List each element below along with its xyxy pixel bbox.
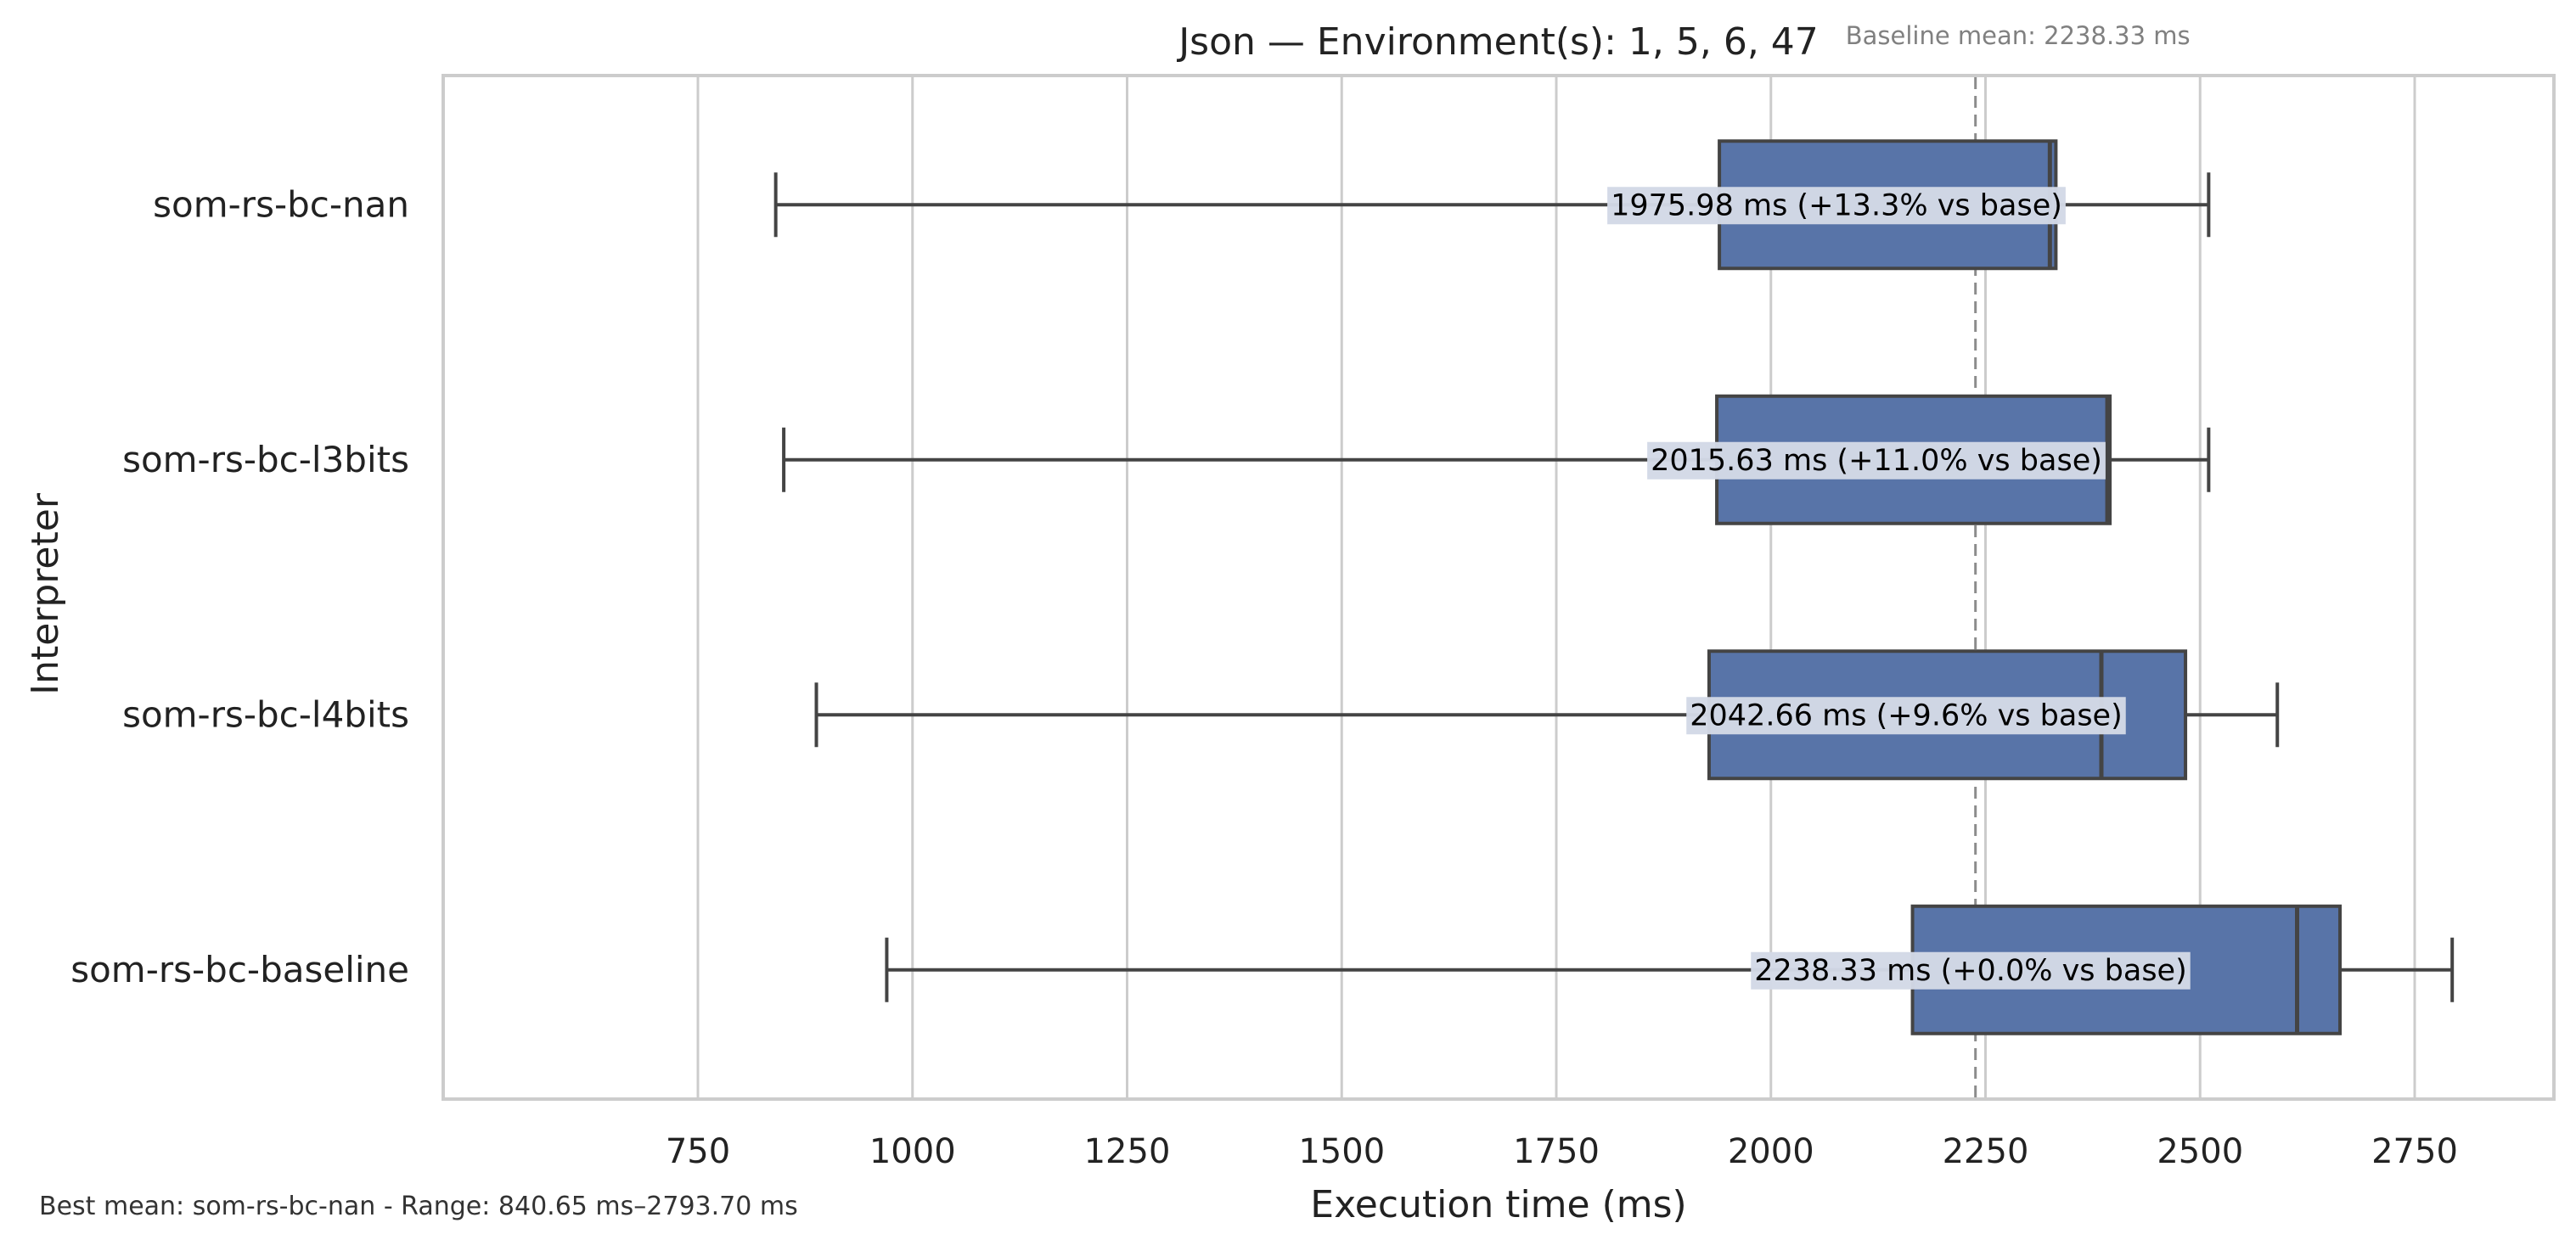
- mean-label: 2238.33 ms (+0.0% vs base): [1751, 951, 2191, 990]
- x-tick-label: 2250: [1943, 1132, 2029, 1171]
- x-tick-label: 750: [666, 1132, 730, 1171]
- x-axis-label: Execution time (ms): [1310, 1183, 1686, 1226]
- y-tick-labels: som-rs-bc-nan som-rs-bc-l3bits som-rs-bc-l…: [70, 183, 409, 990]
- footnote: Best mean: som-rs-bc-nan - Range: 840.65…: [39, 1192, 798, 1221]
- baseline-mean-label: Baseline mean: 2238.33 ms: [1846, 21, 2191, 50]
- x-tick-label: 1750: [1513, 1132, 1600, 1171]
- y-tick-label: som-rs-bc-l4bits: [122, 693, 409, 735]
- y-axis-label: Interpreter: [24, 492, 67, 695]
- mean-label-text: 2238.33 ms (+0.0% vs base): [1754, 954, 2187, 988]
- y-tick-label: som-rs-bc-baseline: [70, 949, 409, 990]
- x-tick-label: 2000: [1728, 1132, 1814, 1171]
- x-tick-label: 1000: [869, 1132, 956, 1171]
- mean-label-background: [1751, 951, 2191, 990]
- x-tick-labels: 750 1000 1250 1500 1750 2000 2250 2500 2750: [666, 1132, 2458, 1171]
- mean-label: 1975.98 ms (+13.3% vs base): [1607, 187, 2066, 225]
- y-tick-label: som-rs-bc-nan: [153, 183, 409, 225]
- mean-label: 2015.63 ms (+11.0% vs base): [1647, 441, 2106, 480]
- mean-label-background: [1686, 697, 2126, 735]
- mean-label-background: [1647, 441, 2106, 480]
- x-tick-label: 1250: [1084, 1132, 1171, 1171]
- x-tick-label: 2500: [2157, 1132, 2243, 1171]
- mean-label-text: 1975.98 ms (+13.3% vs base): [1611, 188, 2062, 222]
- mean-label-text: 2015.63 ms (+11.0% vs base): [1651, 444, 2102, 478]
- plot-area: [442, 74, 2556, 1101]
- mean-label-text: 2042.66 ms (+9.6% vs base): [1690, 698, 2123, 732]
- x-tick-label: 1500: [1298, 1132, 1385, 1171]
- y-tick-label: som-rs-bc-l3bits: [122, 439, 409, 480]
- chart-title: Json — Environment(s): 1, 5, 6, 47: [1176, 20, 1819, 64]
- mean-label-background: [1607, 187, 2066, 225]
- x-tick-label: 2750: [2371, 1132, 2458, 1171]
- box-som-rs-bc-baseline: [885, 904, 2455, 1035]
- mean-labels: 1975.98 ms (+13.3% vs base) 2015.63 ms (+…: [1607, 187, 2191, 990]
- mean-label: 2042.66 ms (+9.6% vs base): [1686, 697, 2126, 735]
